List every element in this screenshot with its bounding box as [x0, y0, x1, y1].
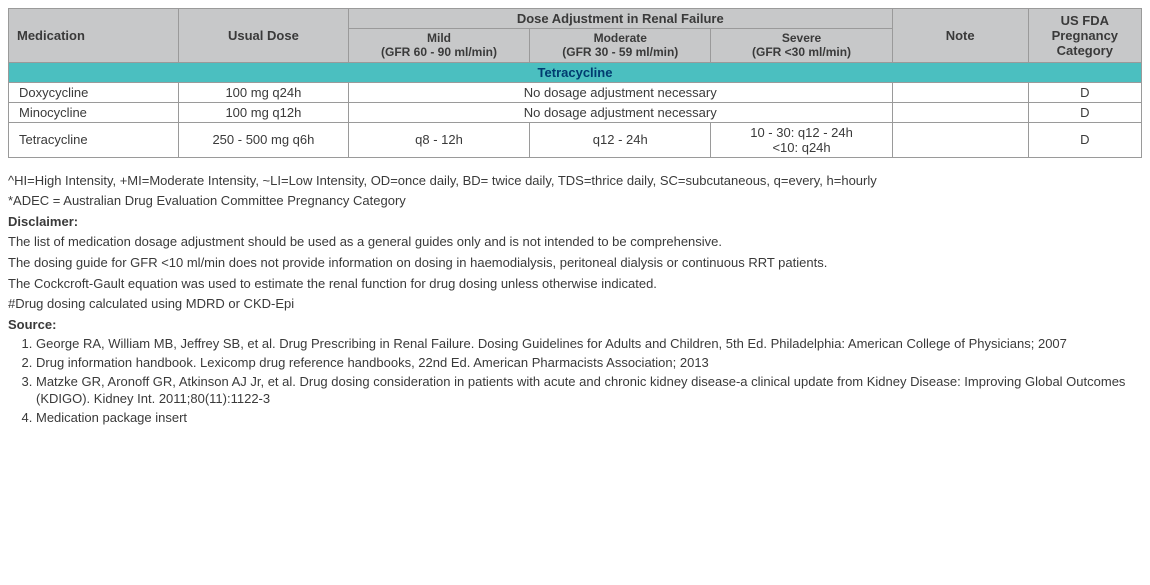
- cell-mild: q8 - 12h: [348, 122, 529, 157]
- disclaimer-line: #Drug dosing calculated using MDRD or CK…: [8, 295, 1142, 313]
- cell-medication: Doxycycline: [9, 82, 179, 102]
- table-row: Tetracycline 250 - 500 mg q6h q8 - 12h q…: [9, 122, 1142, 157]
- col-usual-dose: Usual Dose: [178, 9, 348, 63]
- cell-note: [892, 102, 1028, 122]
- col-note: Note: [892, 9, 1028, 63]
- source-title: Source:: [8, 316, 1142, 334]
- table-row: Minocycline 100 mg q12h No dosage adjust…: [9, 102, 1142, 122]
- source-item: George RA, William MB, Jeffrey SB, et al…: [36, 336, 1142, 353]
- cell-severe: 10 - 30: q12 - 24h <10: q24h: [711, 122, 892, 157]
- cell-note: [892, 82, 1028, 102]
- table-row: Doxycycline 100 mg q24h No dosage adjust…: [9, 82, 1142, 102]
- sources-list: George RA, William MB, Jeffrey SB, et al…: [8, 336, 1142, 426]
- col-moderate-sub: (GFR 30 - 59 ml/min): [536, 45, 704, 59]
- cell-medication: Minocycline: [9, 102, 179, 122]
- disclaimer-line: The list of medication dosage adjustment…: [8, 233, 1142, 251]
- col-fda-category: US FDA Pregnancy Category: [1028, 9, 1141, 63]
- col-severe: Severe (GFR <30 ml/min): [711, 29, 892, 63]
- cell-moderate: q12 - 24h: [530, 122, 711, 157]
- table-header: Medication Usual Dose Dose Adjustment in…: [9, 9, 1142, 63]
- group-row-tetracycline: Tetracycline: [9, 62, 1142, 82]
- source-item: Drug information handbook. Lexicomp drug…: [36, 355, 1142, 372]
- col-mild: Mild (GFR 60 - 90 ml/min): [348, 29, 529, 63]
- group-title: Tetracycline: [9, 62, 1142, 82]
- col-medication: Medication: [9, 9, 179, 63]
- col-severe-sub: (GFR <30 ml/min): [717, 45, 885, 59]
- source-item: Medication package insert: [36, 410, 1142, 427]
- cell-fda: D: [1028, 102, 1141, 122]
- disclaimer-title: Disclaimer:: [8, 213, 1142, 231]
- cell-usual-dose: 100 mg q12h: [178, 102, 348, 122]
- cell-fda: D: [1028, 122, 1141, 157]
- cell-usual-dose: 250 - 500 mg q6h: [178, 122, 348, 157]
- cell-medication: Tetracycline: [9, 122, 179, 157]
- cell-fda: D: [1028, 82, 1141, 102]
- cell-severe-line1: 10 - 30: q12 - 24h: [717, 125, 885, 140]
- disclaimer-line: The Cockcroft-Gault equation was used to…: [8, 275, 1142, 293]
- disclaimer-line: The dosing guide for GFR <10 ml/min does…: [8, 254, 1142, 272]
- col-moderate-label: Moderate: [536, 31, 704, 45]
- col-moderate: Moderate (GFR 30 - 59 ml/min): [530, 29, 711, 63]
- col-dose-adjustment-group: Dose Adjustment in Renal Failure: [348, 9, 892, 29]
- footnotes: ^HI=High Intensity, +MI=Moderate Intensi…: [8, 172, 1142, 427]
- legend-line: ^HI=High Intensity, +MI=Moderate Intensi…: [8, 172, 1142, 190]
- cell-severe-line2: <10: q24h: [717, 140, 885, 155]
- cell-dose-adjustment-merged: No dosage adjustment necessary: [348, 82, 892, 102]
- col-severe-label: Severe: [717, 31, 885, 45]
- col-mild-label: Mild: [355, 31, 523, 45]
- dose-adjustment-table: Medication Usual Dose Dose Adjustment in…: [8, 8, 1142, 158]
- legend-line: *ADEC = Australian Drug Evaluation Commi…: [8, 192, 1142, 210]
- cell-note: [892, 122, 1028, 157]
- cell-usual-dose: 100 mg q24h: [178, 82, 348, 102]
- col-mild-sub: (GFR 60 - 90 ml/min): [355, 45, 523, 59]
- source-item: Matzke GR, Aronoff GR, Atkinson AJ Jr, e…: [36, 374, 1142, 408]
- cell-dose-adjustment-merged: No dosage adjustment necessary: [348, 102, 892, 122]
